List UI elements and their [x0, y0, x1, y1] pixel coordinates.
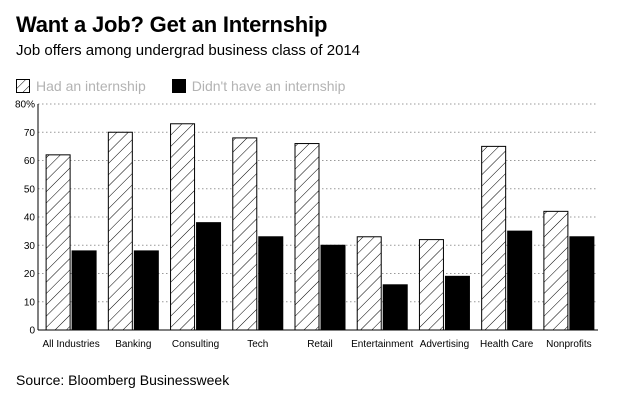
bar-had-internship	[294, 143, 320, 331]
x-tick-label: Retail	[307, 339, 333, 350]
bar-no-internship	[507, 230, 533, 331]
x-tick-label: Banking	[115, 339, 151, 350]
x-tick-label: Entertainment	[351, 339, 413, 350]
bar-had-internship	[45, 154, 71, 331]
bar-had-internship	[356, 236, 382, 331]
chart-subtitle: Job offers among undergrad business clas…	[16, 42, 361, 59]
y-tick-label: 20	[24, 269, 36, 280]
bars	[45, 123, 595, 331]
y-tick-label: 50	[24, 184, 36, 195]
solid-swatch-icon	[171, 79, 186, 93]
x-tick-label: Consulting	[172, 339, 219, 350]
y-tick-label: 80%	[15, 100, 35, 111]
bar-had-internship	[418, 239, 444, 331]
bar-no-internship	[569, 236, 595, 331]
chart-title: Want a Job? Get an Internship	[16, 12, 328, 37]
legend-label-no-internship: Didn't have an internship	[191, 78, 346, 94]
y-tick-label: 60	[24, 156, 36, 167]
y-tick-label: 70	[24, 128, 36, 139]
x-tick-label: Health Care	[480, 339, 534, 350]
bar-no-internship	[71, 250, 97, 331]
y-tick-label: 30	[24, 241, 36, 252]
x-tick-label: Tech	[247, 339, 268, 350]
legend-label-had-internship: Had an internship	[36, 78, 146, 94]
y-tick-label: 0	[29, 326, 35, 337]
bar-no-internship	[258, 236, 284, 331]
legend-item-no-internship: Didn't have an internship	[171, 78, 346, 94]
bar-no-internship	[133, 250, 159, 331]
bar-had-internship	[543, 210, 569, 331]
bar-had-internship	[170, 123, 196, 331]
bar-had-internship	[232, 137, 258, 331]
axes: 0 10 20 30 40 50 60 70 80% All Industries Banking C…	[15, 100, 598, 350]
hatched-swatch-icon	[16, 79, 30, 93]
y-tick-label: 40	[24, 213, 36, 224]
x-tick-label: Nonprofits	[546, 339, 592, 350]
bar-no-internship	[320, 244, 346, 331]
bar-had-internship	[107, 131, 133, 331]
bar-no-internship	[196, 222, 222, 331]
bar-no-internship	[382, 284, 408, 331]
x-tick-label: All Industries	[42, 339, 99, 350]
bar-no-internship	[444, 275, 470, 331]
x-tick-label: Advertising	[420, 339, 469, 350]
legend-item-had-internship: Had an internship	[16, 78, 146, 94]
source-note: Source: Bloomberg Businessweek	[16, 372, 230, 388]
y-tick-label: 10	[24, 297, 36, 308]
legend: Had an internship Didn't have an interns…	[16, 78, 371, 94]
bar-had-internship	[481, 145, 507, 331]
